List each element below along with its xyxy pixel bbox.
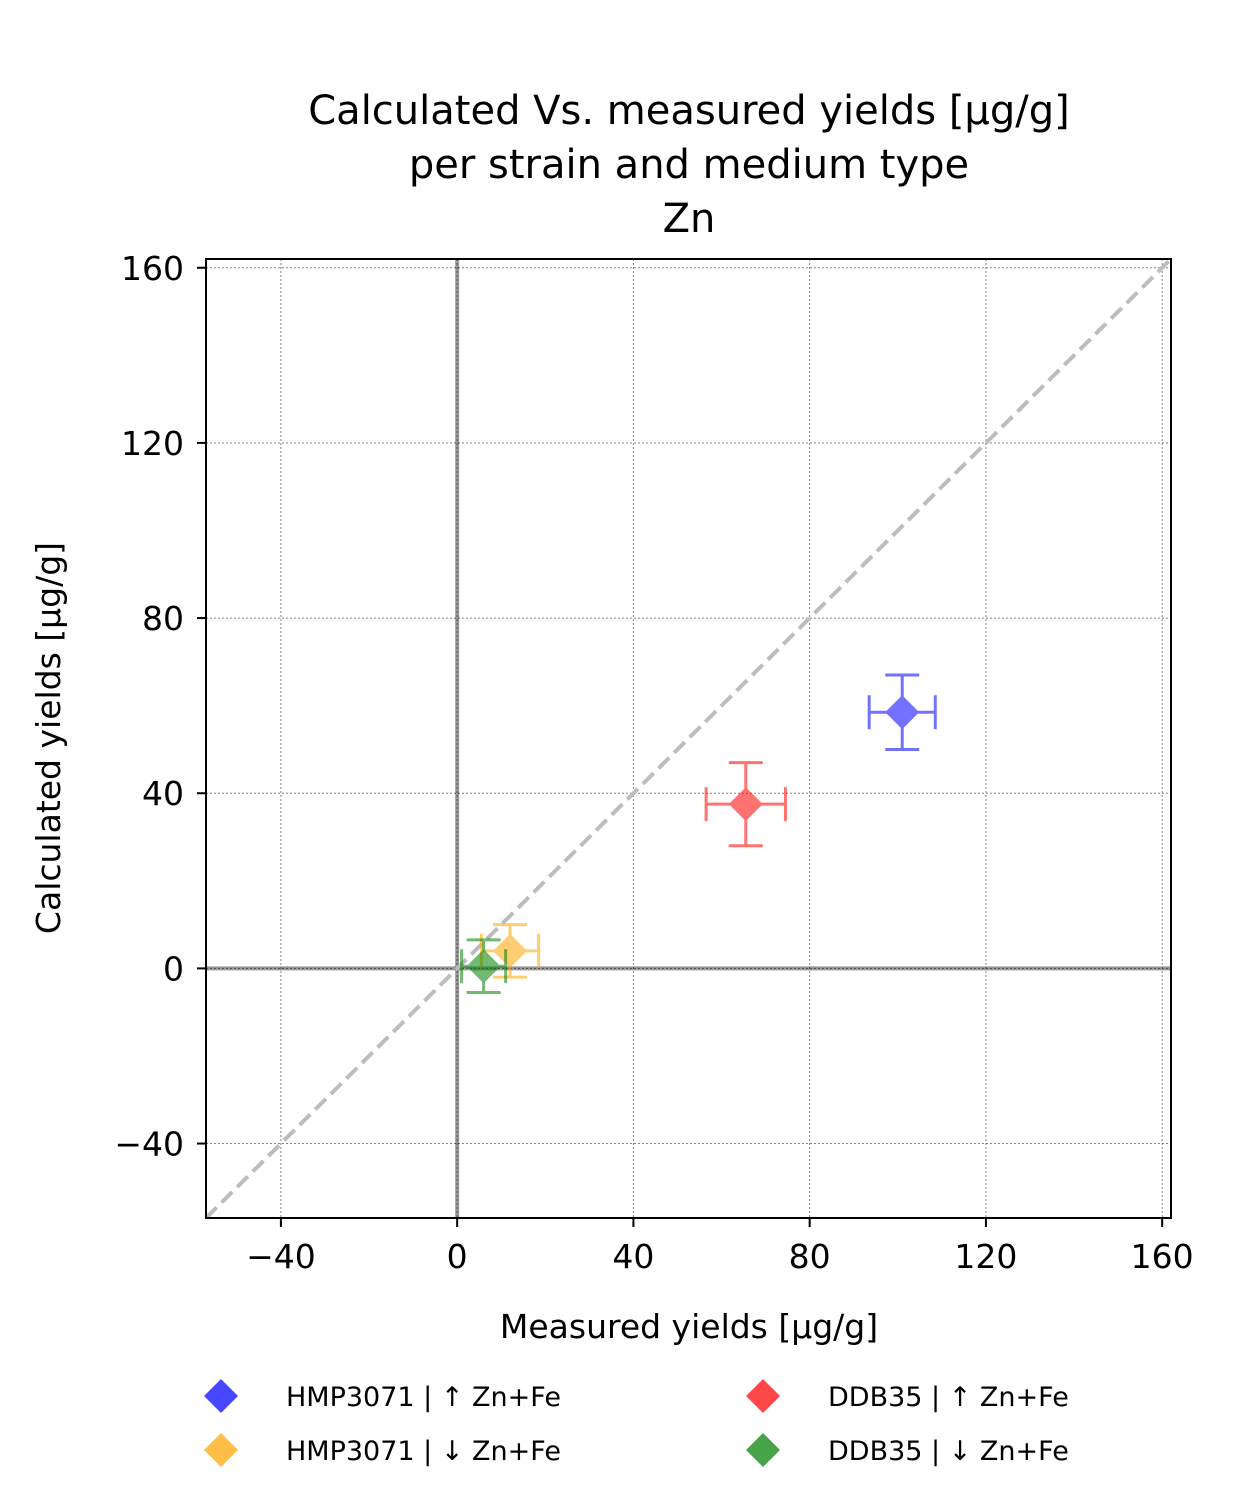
chart-title-line-2: per strain and medium type	[409, 142, 969, 188]
grid	[206, 259, 1171, 1218]
legend-marker	[204, 1433, 238, 1467]
data-point	[885, 695, 920, 730]
data-point	[466, 949, 501, 984]
y-tick-label: 0	[163, 949, 184, 988]
y-axis-label: Calculated yields [µg/g]	[29, 542, 68, 934]
plot-frame	[205, 258, 1172, 1219]
chart-title-line-1: Calculated Vs. measured yields [µg/g]	[308, 88, 1069, 134]
legend-label: HMP3071 | ↓ Zn+Fe	[286, 1436, 561, 1467]
legend-label: DDB35 | ↑ Zn+Fe	[828, 1382, 1069, 1413]
chart-title-line-3: Zn	[663, 196, 716, 242]
data-point	[728, 787, 763, 822]
legend-item-0: HMP3071 | ↑ Zn+Fe	[204, 1379, 561, 1413]
x-tick-label: −40	[246, 1237, 316, 1276]
data-point	[493, 933, 528, 968]
legend-item-1: HMP3071 | ↓ Zn+Fe	[204, 1433, 561, 1467]
series-0	[867, 673, 937, 751]
legend-item-3: DDB35 | ↓ Zn+Fe	[746, 1433, 1069, 1467]
y-tick-label: 160	[121, 249, 184, 288]
identity-line	[204, 257, 1173, 1220]
data-series	[460, 673, 937, 994]
y-tick-label: 80	[142, 599, 184, 638]
x-tick-label: 160	[1131, 1237, 1194, 1276]
axis-ticks: −40 0 40 80 120 160 −40 0 40 80 120 160	[114, 249, 1193, 1276]
y-tick-label: 40	[142, 774, 184, 813]
series-3	[460, 938, 508, 994]
x-tick-label: 80	[789, 1237, 831, 1276]
legend-label: DDB35 | ↓ Zn+Fe	[828, 1436, 1069, 1467]
x-axis-label: Measured yields [µg/g]	[500, 1307, 878, 1346]
series-2	[704, 761, 787, 848]
identity-reference	[204, 257, 1173, 1220]
legend-label: HMP3071 | ↑ Zn+Fe	[286, 1382, 561, 1413]
y-tick-label: 120	[121, 424, 184, 463]
x-tick-label: 0	[447, 1237, 468, 1276]
legend: HMP3071 | ↑ Zn+Fe HMP3071 | ↓ Zn+Fe DDB35 …	[204, 1379, 1069, 1467]
zero-axis-lines	[206, 259, 1171, 1218]
legend-marker	[204, 1379, 238, 1413]
legend-marker	[746, 1379, 780, 1413]
x-tick-label: 40	[612, 1237, 654, 1276]
legend-item-2: DDB35 | ↑ Zn+Fe	[746, 1379, 1069, 1413]
x-tick-label: 120	[954, 1237, 1017, 1276]
legend-marker	[746, 1433, 780, 1467]
y-tick-label: −40	[114, 1125, 184, 1164]
